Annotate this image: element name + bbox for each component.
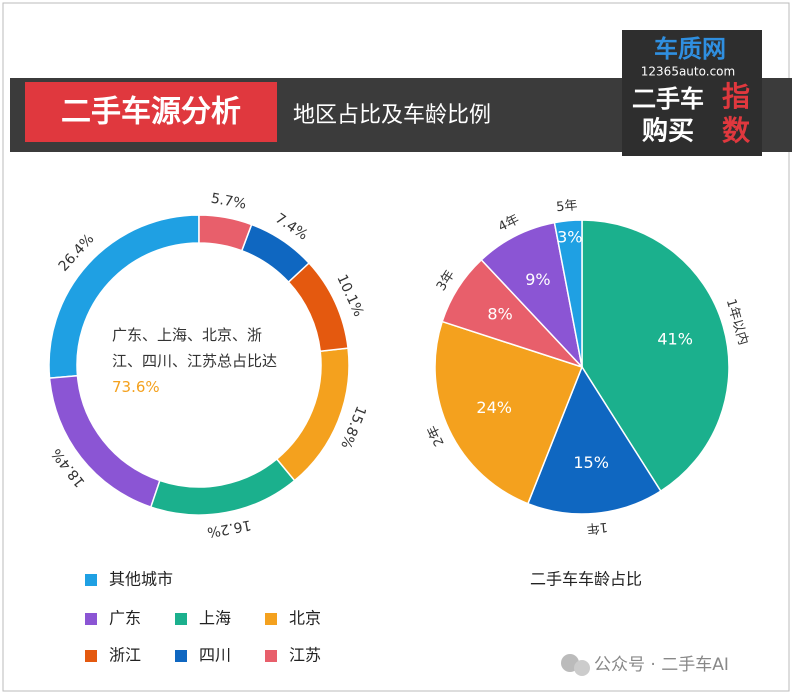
header-title: 二手车源分析 [61, 95, 241, 130]
pie-slice [581, 219, 730, 493]
donut-segment [149, 457, 296, 516]
legend-label: 四川 [199, 646, 231, 665]
donut-segment [198, 214, 253, 252]
category-label: 1年 [586, 519, 609, 536]
value-label: 3% [557, 228, 582, 247]
legend-label: 广东 [109, 609, 141, 628]
legend-label: 江苏 [289, 646, 321, 665]
value-label: 5.7% [210, 191, 248, 213]
center-annotation: 广东、上海、北京、浙江、四川、江苏总占比达 73.6% [112, 322, 290, 400]
wechat-icon [574, 660, 590, 676]
chart-title: 二手车车龄占比 [530, 570, 642, 589]
legend-label: 其他城市 [109, 570, 173, 589]
legend-label: 上海 [199, 609, 231, 628]
legend-label: 浙江 [109, 646, 141, 665]
donut-segment [48, 374, 161, 509]
value-label: 15% [573, 453, 609, 472]
donut-segment [287, 261, 349, 353]
value-label: 16.2% [206, 516, 253, 540]
logo-line: 二手车 [632, 85, 704, 113]
donut-segment [240, 223, 311, 284]
legend-swatch [85, 613, 97, 625]
logo-accent: 指 [722, 80, 750, 113]
legend-swatch [175, 650, 187, 662]
legend-label: 北京 [289, 609, 321, 628]
pie-slice [553, 219, 583, 368]
legend-swatch [85, 650, 97, 662]
logo-name: 车质网 [654, 35, 726, 63]
watermark: 公众号 · 二手车AI [594, 655, 729, 675]
logo-url: 12365auto.com [641, 65, 735, 79]
pie-slice [480, 221, 584, 370]
pie-slice [526, 365, 662, 515]
annotation-text: 广东、上海、北京、浙江、四川、江苏总占比达 [112, 326, 278, 370]
logo-line: 购买 [642, 117, 694, 147]
title-box [25, 82, 277, 142]
value-label: 8% [487, 305, 512, 324]
value-label: 9% [525, 270, 550, 289]
legend-swatch [85, 574, 97, 586]
value-label: 41% [657, 329, 693, 348]
logo-bg [622, 30, 762, 156]
header-subtitle: 地区占比及车龄比例 [293, 103, 491, 128]
pie-slice [434, 320, 583, 505]
donut-segment [275, 347, 350, 482]
category-label: 5年 [556, 198, 579, 215]
logo-accent: 数 [722, 114, 751, 147]
value-label: 24% [476, 398, 512, 417]
legend-swatch [175, 613, 187, 625]
legend-swatch [265, 613, 277, 625]
annotation-highlight: 73.6% [112, 378, 160, 396]
legend-swatch [265, 650, 277, 662]
